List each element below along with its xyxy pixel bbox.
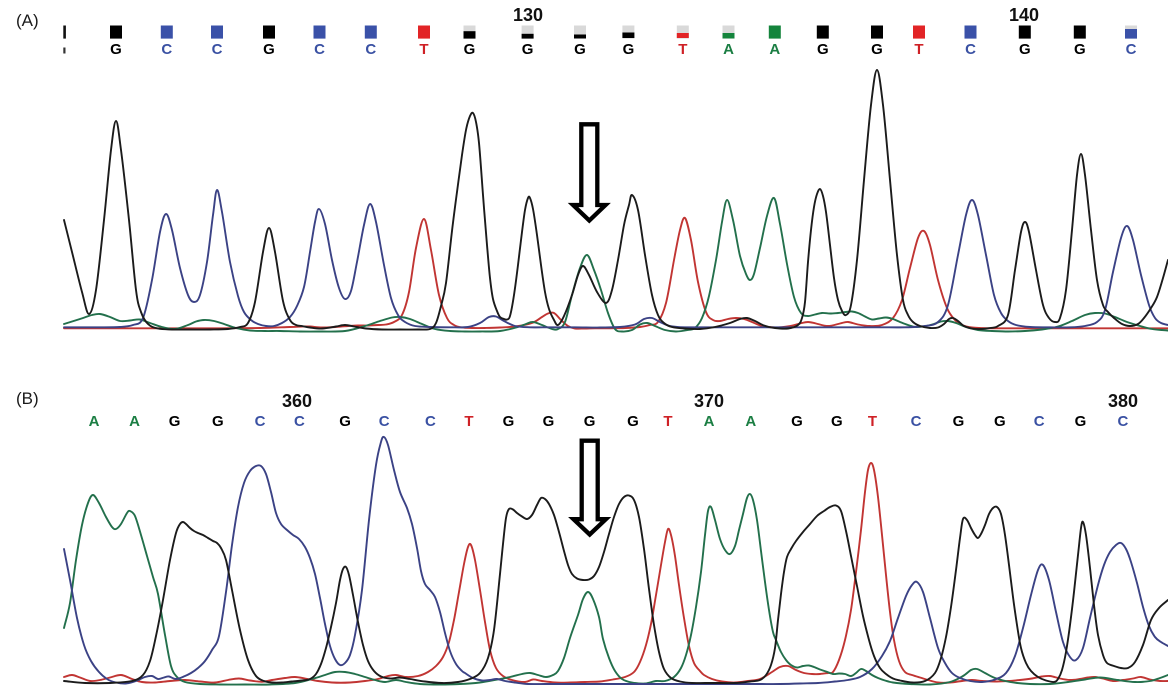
svg-text:G: G — [831, 413, 843, 430]
svg-text:C: C — [425, 413, 436, 430]
svg-text:C: C — [255, 413, 266, 430]
svg-text:380: 380 — [1108, 391, 1138, 411]
svg-text:G: G — [584, 413, 596, 430]
svg-text:C: C — [212, 41, 223, 58]
svg-text:G: G — [464, 41, 476, 58]
svg-text:G: G — [169, 413, 181, 430]
svg-text:G: G — [503, 413, 515, 430]
svg-text:T: T — [419, 41, 428, 58]
svg-text:A: A — [769, 41, 780, 58]
svg-text:A: A — [704, 413, 715, 430]
svg-text:G: G — [339, 413, 351, 430]
svg-text:C: C — [161, 41, 172, 58]
svg-text:G: G — [817, 41, 829, 58]
svg-text:T: T — [464, 413, 473, 430]
svg-text:G: G — [953, 413, 965, 430]
svg-text:G: G — [522, 41, 534, 58]
svg-text:C: C — [965, 41, 976, 58]
svg-text:T: T — [914, 41, 923, 58]
svg-text:G: G — [263, 41, 275, 58]
svg-text:C: C — [1126, 41, 1137, 58]
svg-text:140: 140 — [1009, 5, 1039, 25]
svg-text:370: 370 — [694, 391, 724, 411]
svg-text:(B): (B) — [16, 389, 39, 408]
svg-text:A: A — [129, 413, 140, 430]
svg-text:G: G — [1074, 41, 1086, 58]
svg-text:A: A — [89, 413, 100, 430]
svg-text:G: G — [994, 413, 1006, 430]
svg-text:G: G — [1075, 413, 1087, 430]
svg-text:C: C — [1034, 413, 1045, 430]
svg-text:360: 360 — [282, 391, 312, 411]
svg-text:C: C — [379, 413, 390, 430]
svg-text:C: C — [314, 41, 325, 58]
svg-text:C: C — [365, 41, 376, 58]
svg-text:G: G — [791, 413, 803, 430]
svg-text:C: C — [1117, 413, 1128, 430]
svg-text:C: C — [294, 413, 305, 430]
svg-text:C: C — [911, 413, 922, 430]
svg-text:G: G — [212, 413, 224, 430]
svg-text:A: A — [745, 413, 756, 430]
svg-text:G: G — [871, 41, 883, 58]
svg-text:G: G — [1019, 41, 1031, 58]
svg-text:130: 130 — [513, 5, 543, 25]
svg-text:T: T — [678, 41, 687, 58]
svg-text:G: G — [574, 41, 586, 58]
svg-text:G: G — [110, 41, 122, 58]
svg-text:(A): (A) — [16, 11, 39, 30]
svg-text:G: G — [627, 413, 639, 430]
svg-text:T: T — [868, 413, 877, 430]
svg-text:A: A — [723, 41, 734, 58]
svg-text:G: G — [623, 41, 635, 58]
svg-text:G: G — [543, 413, 555, 430]
svg-text:T: T — [663, 413, 672, 430]
